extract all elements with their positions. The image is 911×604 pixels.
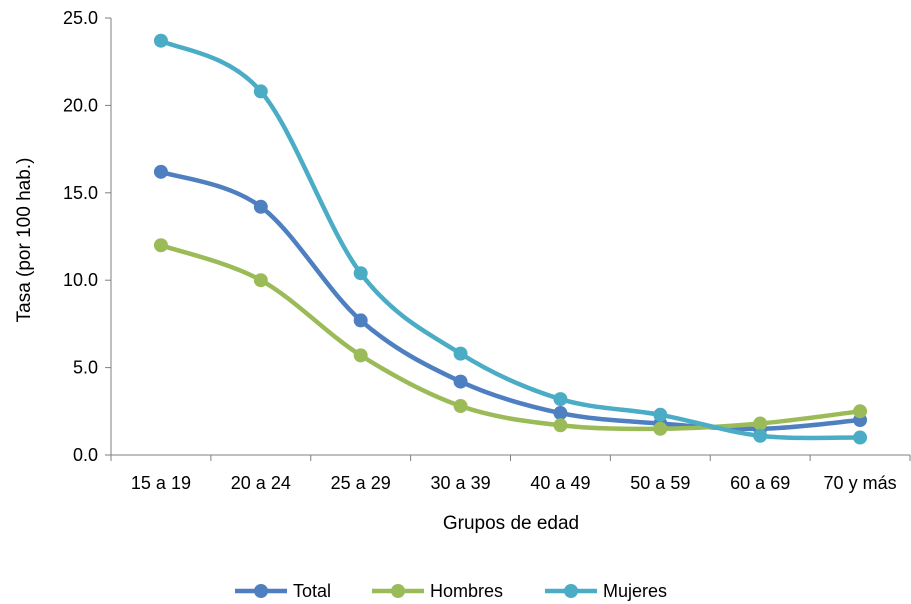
data-point xyxy=(753,416,768,431)
legend-label: Hombres xyxy=(430,581,503,601)
chart-axes: 0.0 5.0 10.0 15.0 20.0 25.0 15 a 19 20 a 24 25 a… xyxy=(63,8,911,493)
data-point xyxy=(253,84,268,99)
data-point xyxy=(553,418,568,433)
x-tick-label: 25 a 29 xyxy=(331,473,391,493)
legend-item-total: Total xyxy=(235,581,331,601)
legend-label: Mujeres xyxy=(603,581,667,601)
data-point xyxy=(453,346,468,361)
data-point xyxy=(453,399,468,414)
legend-swatch-marker xyxy=(564,584,578,598)
legend-swatch-marker xyxy=(254,584,268,598)
x-tick-label: 70 y más xyxy=(824,473,897,493)
series-line xyxy=(158,169,863,432)
y-tick-label: 15.0 xyxy=(63,183,98,203)
chart-legend: Total Hombres Mujeres xyxy=(235,581,667,601)
x-tick-label: 20 a 24 xyxy=(231,473,291,493)
series-mujeres xyxy=(153,33,868,445)
data-point xyxy=(153,164,168,179)
x-axis-title: Grupos de edad xyxy=(443,513,579,534)
y-tick-label: 10.0 xyxy=(63,270,98,290)
data-point xyxy=(153,33,168,48)
legend-label: Total xyxy=(293,581,331,601)
y-tick-label: 20.0 xyxy=(63,95,98,115)
x-tick-label: 40 a 49 xyxy=(530,473,590,493)
series-hombres xyxy=(153,238,868,436)
data-point xyxy=(353,313,368,328)
data-point xyxy=(153,238,168,253)
data-point xyxy=(653,421,668,436)
data-point xyxy=(353,348,368,363)
series-total xyxy=(153,164,868,436)
data-point xyxy=(853,404,868,419)
y-tick-label: 25.0 xyxy=(63,8,98,28)
data-point xyxy=(753,428,768,443)
data-point xyxy=(253,273,268,288)
legend-item-hombres: Hombres xyxy=(372,581,503,601)
data-point xyxy=(653,407,668,422)
legend-swatch-marker xyxy=(391,584,405,598)
series-line xyxy=(158,38,863,441)
data-point xyxy=(453,374,468,389)
data-point xyxy=(553,392,568,407)
y-tick-label: 5.0 xyxy=(73,358,98,378)
legend-item-mujeres: Mujeres xyxy=(545,581,667,601)
y-tick-label: 0.0 xyxy=(73,445,98,465)
x-tick-label: 60 a 69 xyxy=(730,473,790,493)
x-tick-label: 30 a 39 xyxy=(431,473,491,493)
data-point xyxy=(353,266,368,281)
data-point xyxy=(853,430,868,445)
chart-series xyxy=(153,33,868,445)
data-point xyxy=(253,199,268,214)
data-point xyxy=(553,406,568,421)
x-tick-label: 50 a 59 xyxy=(630,473,690,493)
y-axis-title: Tasa (por 100 hab.) xyxy=(14,158,35,323)
x-tick-label: 15 a 19 xyxy=(131,473,191,493)
series-line xyxy=(158,242,863,432)
